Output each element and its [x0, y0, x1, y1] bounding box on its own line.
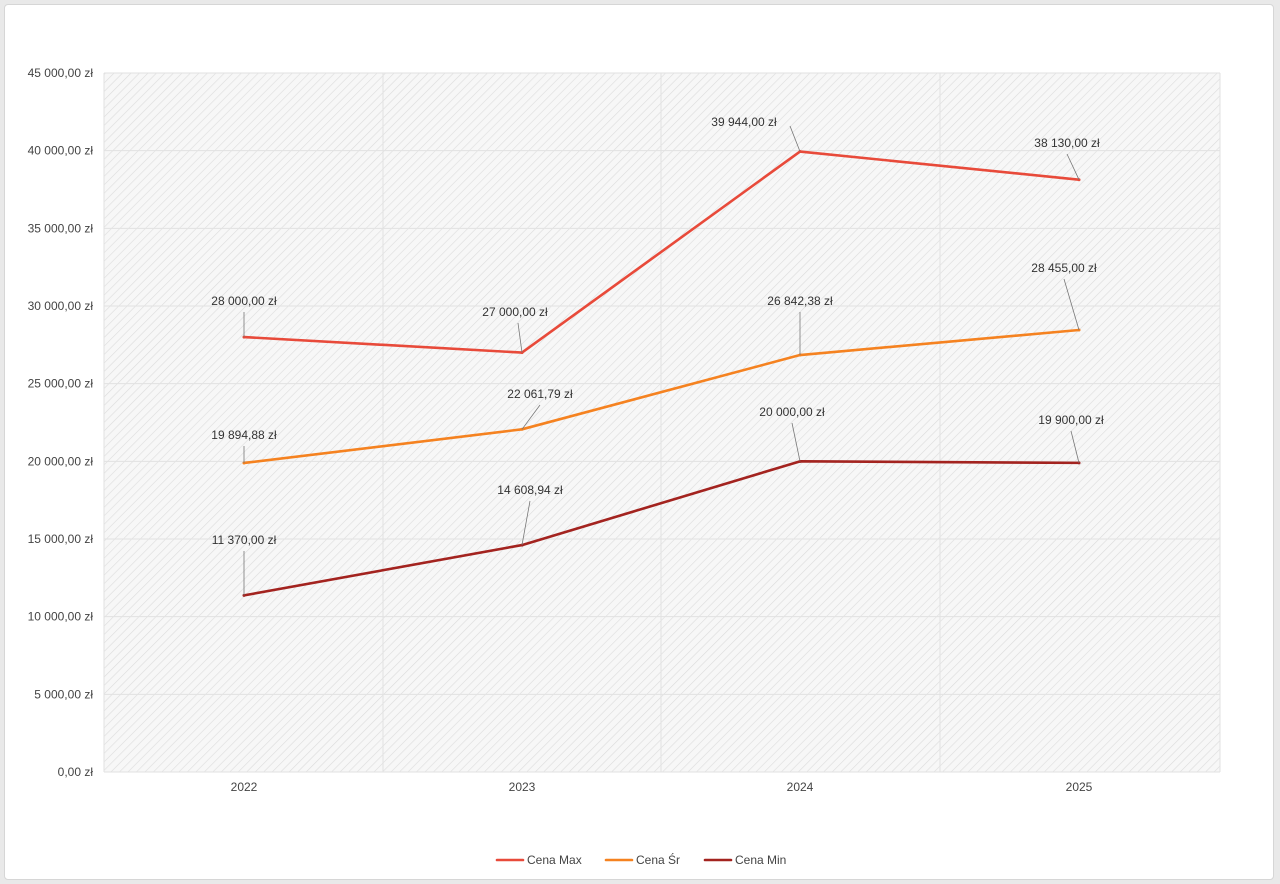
series-line-cena-min	[242, 460, 1081, 597]
y-axis: 0,00 zł 5 000,00 zł 10 000,00 zł 15 000,00 …	[28, 66, 94, 779]
data-label: 22 061,79 zł	[507, 387, 573, 401]
x-tick-label: 2024	[787, 780, 814, 794]
data-label: 19 900,00 zł	[1038, 413, 1104, 427]
label-leader-line	[517, 322, 523, 353]
legend-label: Cena Max	[527, 853, 582, 867]
series-line-cena-max	[242, 150, 1081, 354]
data-label: 28 000,00 zł	[211, 294, 277, 308]
y-tick-label: 45 000,00 zł	[28, 66, 94, 80]
y-tick-label: 35 000,00 zł	[28, 221, 94, 235]
y-tick-label: 0,00 zł	[58, 765, 94, 779]
data-labels: 28 000,00 zł 27 000,00 zł 39 944,00 zł 38 1…	[211, 115, 1104, 596]
label-leader-line	[521, 500, 531, 546]
y-tick-label: 10 000,00 zł	[28, 610, 94, 624]
plot-area	[104, 73, 1220, 772]
series-layer	[242, 150, 1081, 597]
legend-label: Cena Min	[735, 853, 786, 867]
data-label: 20 000,00 zł	[759, 405, 825, 419]
y-tick-label: 25 000,00 zł	[28, 377, 94, 391]
data-label: 27 000,00 zł	[482, 305, 548, 319]
data-label: 26 842,38 zł	[767, 294, 833, 308]
label-leader-line	[789, 125, 801, 152]
data-label: 14 608,94 zł	[497, 483, 563, 497]
gridlines	[103, 72, 1221, 773]
label-leader-line	[791, 422, 801, 462]
data-label: 28 455,00 zł	[1031, 261, 1097, 275]
label-leader-line	[1066, 153, 1080, 180]
data-label: 38 130,00 zł	[1034, 136, 1100, 150]
x-tick-label: 2022	[231, 780, 258, 794]
y-tick-label: 5 000,00 zł	[34, 687, 93, 701]
y-tick-label: 30 000,00 zł	[28, 299, 94, 313]
data-label: 19 894,88 zł	[211, 428, 277, 442]
label-leader-line	[1063, 278, 1080, 331]
x-tick-label: 2025	[1066, 780, 1093, 794]
x-axis: 2022 2023 2024 2025	[231, 780, 1093, 794]
data-label: 39 944,00 zł	[711, 115, 777, 129]
label-leader-line	[1070, 430, 1080, 463]
label-leader-line	[521, 404, 541, 430]
x-tick-label: 2023	[509, 780, 536, 794]
y-tick-label: 40 000,00 zł	[28, 144, 94, 158]
y-tick-label: 20 000,00 zł	[28, 454, 94, 468]
y-tick-label: 15 000,00 zł	[28, 532, 94, 546]
series-line-cena-r	[242, 328, 1081, 465]
data-label: 11 370,00 zł	[212, 533, 277, 547]
legend: Cena Max Cena Śr Cena Min	[495, 852, 786, 867]
legend-label: Cena Śr	[636, 852, 680, 867]
